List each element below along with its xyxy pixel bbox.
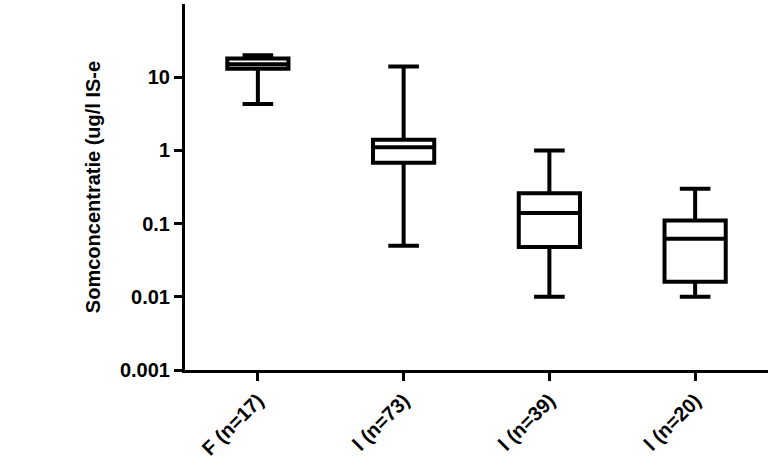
svg-text:l (n=39): l (n=39) (494, 389, 559, 454)
svg-text:F (n=17): F (n=17) (198, 389, 268, 459)
svg-text:Somconcentratie (ug/l IS-e: Somconcentratie (ug/l IS-e (82, 61, 104, 313)
svg-text:l (n=73): l (n=73) (348, 389, 413, 454)
svg-text:0.1: 0.1 (142, 213, 170, 235)
svg-text:0.01: 0.01 (131, 286, 170, 308)
svg-text:l (n=20): l (n=20) (640, 389, 705, 454)
svg-text:1: 1 (159, 139, 170, 161)
svg-text:10: 10 (148, 66, 170, 88)
svg-text:0.001: 0.001 (120, 359, 170, 381)
